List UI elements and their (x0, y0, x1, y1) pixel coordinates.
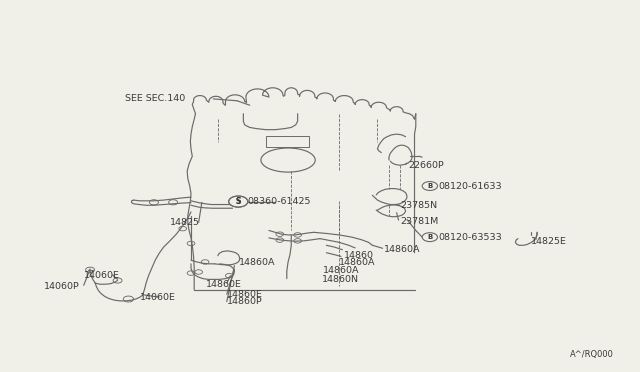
Text: B: B (428, 183, 433, 189)
Text: 14860A: 14860A (239, 258, 275, 267)
Text: 14860E: 14860E (227, 290, 263, 299)
Text: 08120-63533: 08120-63533 (438, 232, 502, 242)
Text: 14860: 14860 (344, 251, 374, 260)
Text: 14860A: 14860A (339, 258, 376, 267)
Bar (266, 136, 309, 147)
Text: 14860A: 14860A (323, 266, 360, 275)
Text: 14060E: 14060E (84, 271, 120, 280)
Text: 14060E: 14060E (140, 293, 176, 302)
Text: 22660P: 22660P (408, 161, 444, 170)
Text: SEE SEC.140: SEE SEC.140 (125, 94, 186, 103)
Text: 14860P: 14860P (227, 297, 263, 306)
Text: A^/RQ000: A^/RQ000 (570, 350, 614, 359)
Text: 14825: 14825 (170, 218, 200, 227)
Text: 23785N: 23785N (400, 201, 437, 210)
Text: 08120-61633: 08120-61633 (438, 182, 502, 190)
Text: 14860A: 14860A (384, 244, 420, 253)
Text: 14060P: 14060P (44, 282, 80, 291)
Text: 14860E: 14860E (206, 280, 242, 289)
Text: 14860N: 14860N (322, 275, 359, 284)
Text: 08360-61425: 08360-61425 (248, 197, 311, 206)
Text: 14825E: 14825E (531, 237, 566, 246)
Text: B: B (428, 234, 433, 240)
Text: S: S (236, 197, 241, 206)
Text: S: S (236, 197, 241, 206)
Text: 23781M: 23781M (400, 217, 438, 226)
